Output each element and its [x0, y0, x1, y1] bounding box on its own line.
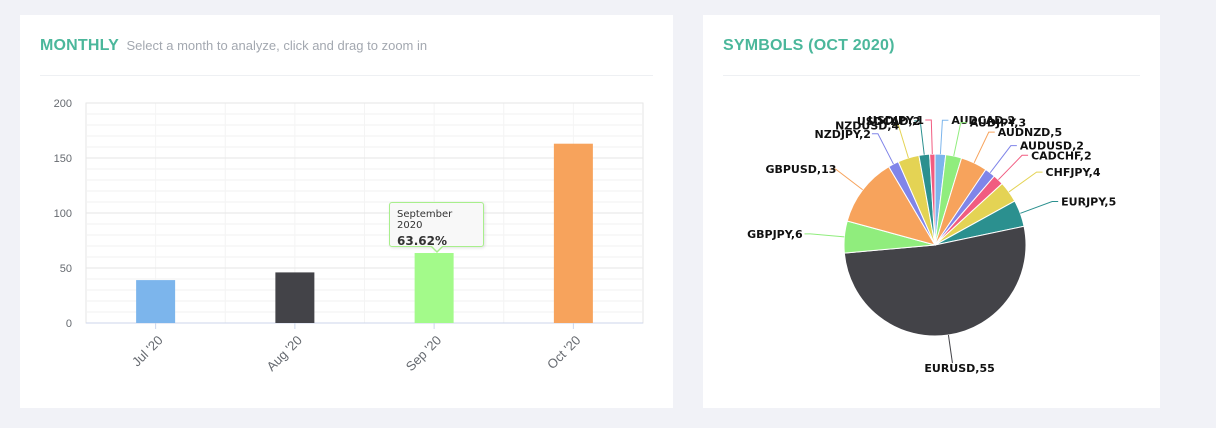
- pie-data-label: NZDUSD,4: [835, 119, 899, 132]
- pie-connector: [914, 120, 925, 155]
- pie-data-label: GBPJPY,6: [747, 228, 803, 241]
- pie-connector: [829, 168, 863, 191]
- pie-data-label: EURJPY,5: [1061, 195, 1116, 208]
- symbols-title: SYMBOLS (OCT 2020): [723, 37, 895, 54]
- pie-slice[interactable]: [843, 225, 1027, 337]
- pie-data-label: EURUSD,55: [924, 362, 994, 375]
- x-tick-label: Aug '20: [263, 333, 304, 374]
- pie-slice[interactable]: [929, 153, 936, 246]
- y-tick-label: 100: [54, 208, 72, 220]
- chart-tooltip: September 2020 63.62%: [389, 202, 484, 253]
- bar[interactable]: [414, 253, 454, 323]
- x-tick-label: Sep '20: [403, 333, 444, 374]
- monthly-card: MONTHLY Select a month to analyze, click…: [20, 15, 673, 408]
- pie-data-label: AUDCAD,2: [951, 114, 1015, 127]
- symbols-pie-chart[interactable]: AUDCAD,2AUDJPY,3AUDNZD,5AUDUSD,2CADCHF,2…: [703, 15, 1160, 408]
- bar[interactable]: [553, 143, 593, 323]
- pie-connector: [1008, 171, 1043, 193]
- x-tick-label: Oct '20: [544, 333, 583, 372]
- pie-connector: [953, 122, 967, 157]
- pie-connector: [871, 133, 894, 165]
- pie-data-label: AUDUSD,2: [1020, 140, 1084, 153]
- pie-data-label: CADCHF,2: [1031, 149, 1092, 162]
- pie-data-label: USDJPY,1: [868, 114, 924, 127]
- bar[interactable]: [275, 272, 315, 323]
- x-tick-label: Jul '20: [129, 333, 166, 370]
- pie-connector: [925, 119, 933, 155]
- pie-connector: [804, 233, 845, 238]
- bar[interactable]: [136, 280, 176, 323]
- pie-data-label: USDCAD,2: [857, 115, 921, 128]
- pie-data-label: CHFJPY,4: [1046, 166, 1101, 179]
- tooltip-value: 63.62%: [397, 234, 447, 248]
- y-tick-label: 0: [66, 318, 72, 330]
- pie-connector: [998, 154, 1029, 181]
- monthly-subtitle: Select a month to analyze, click and dra…: [126, 38, 428, 53]
- monthly-bar-chart[interactable]: 0 50 100 150 200 Jul '20 Aug '20 Sep '20 Oct '20: [20, 15, 673, 408]
- y-tick-label: 200: [54, 98, 72, 110]
- pie-connector: [892, 124, 909, 159]
- pie-data-label: NZDJPY,2: [815, 128, 871, 141]
- pie-connector: [973, 131, 995, 164]
- pie-connector: [947, 334, 953, 364]
- pie-connector: [989, 145, 1017, 173]
- y-tick-label: 150: [54, 153, 72, 165]
- tooltip-title: September 2020: [397, 209, 453, 231]
- pie-data-label: AUDJPY,3: [970, 117, 1026, 130]
- pie-data-label: GBPUSD,13: [765, 163, 836, 176]
- symbols-header: SYMBOLS (OCT 2020): [723, 37, 1140, 76]
- pie-connector: [939, 119, 949, 155]
- pie-connector: [1020, 200, 1059, 214]
- pie-slice[interactable]: [846, 165, 937, 246]
- symbols-card: SYMBOLS (OCT 2020) AUDCAD,2 AUDJPY,3 AUDNZ…: [703, 15, 1160, 408]
- y-tick-label: 50: [60, 263, 72, 275]
- monthly-title: MONTHLY: [40, 37, 120, 54]
- monthly-header: MONTHLY Select a month to analyze, click…: [40, 37, 653, 76]
- tooltip-arrow: [430, 245, 444, 253]
- pie-data-label: AUDNZD,5: [998, 126, 1062, 139]
